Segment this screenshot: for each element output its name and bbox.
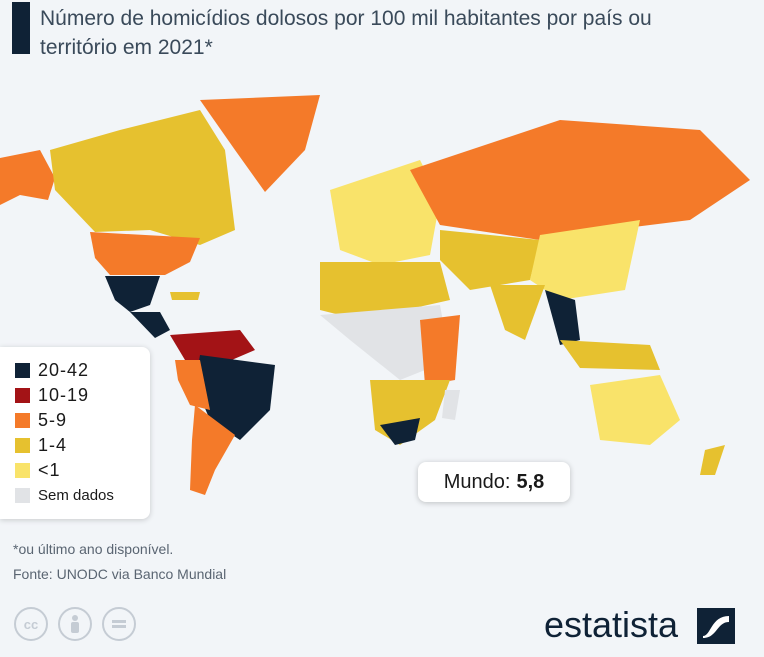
world-label: Mundo: [444,471,511,494]
footnote: *ou último ano disponível. [13,541,173,557]
legend-label: 10-19 [38,385,89,406]
cc-icon[interactable]: cc [14,607,48,641]
region-central-america [130,312,170,338]
region-mexico [105,276,160,312]
region-new-zealand [700,445,725,475]
legend: 20-42 10-19 5-9 1-4 <1 Sem dados [0,347,150,519]
legend-item-10-19: 10-19 [15,384,89,406]
legend-item-no-data: Sem dados [15,484,114,506]
legend-label: Sem dados [38,487,114,504]
source: Fonte: UNODC via Banco Mundial [13,566,226,582]
region-southeast-asia [545,290,580,345]
world-average-box: Mundo: 5,8 [418,462,570,502]
no-derivatives-icon[interactable] [102,607,136,641]
brand-name[interactable]: estatista [544,604,678,646]
legend-item-20-42: 20-42 [15,359,89,381]
title-accent-bar [12,2,30,54]
region-india [490,285,545,340]
region-usa [90,232,200,275]
region-caribbean [170,292,200,300]
legend-item-lt1: <1 [15,459,61,481]
brand-logo-icon[interactable] [697,608,735,644]
legend-swatch [15,413,30,428]
region-indonesia [560,340,660,370]
legend-item-1-4: 1-4 [15,434,67,456]
legend-swatch [15,388,30,403]
region-canada [50,110,235,245]
license-icons: cc [14,607,136,641]
region-central-asia [440,230,540,290]
region-russia [410,120,750,240]
map-title: Número de homicídios dolosos por 100 mil… [40,4,730,62]
attribution-icon[interactable] [58,607,92,641]
region-alaska [0,150,55,205]
legend-swatch [15,363,30,378]
world-value: 5,8 [516,471,544,494]
region-madagascar [442,390,460,420]
region-east-africa [420,315,460,385]
region-australia [590,375,680,445]
legend-swatch [15,463,30,478]
legend-label: 1-4 [38,435,67,456]
legend-label: 5-9 [38,410,67,431]
legend-label: <1 [38,460,61,481]
legend-label: 20-42 [38,360,89,381]
legend-item-5-9: 5-9 [15,409,67,431]
legend-swatch [15,438,30,453]
legend-swatch [15,488,30,503]
